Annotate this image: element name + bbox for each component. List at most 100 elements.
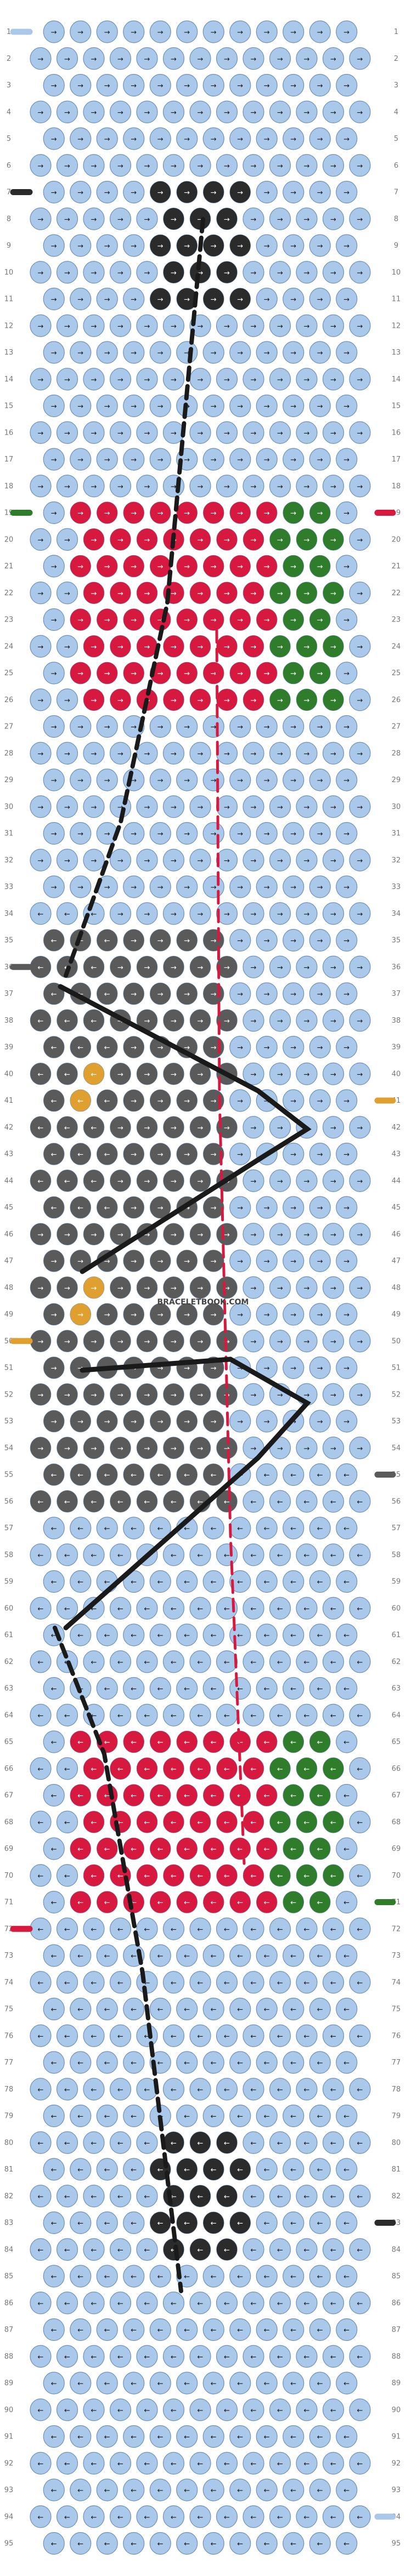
knot-arrow: → [64,376,70,384]
knot-arrow: ← [330,2514,336,2522]
house-outline [58,984,312,1274]
knot-arrow: → [157,563,163,571]
knot: → [269,100,291,123]
knot: → [229,1196,251,1219]
row-number-left: 48 [4,1284,14,1292]
knot-arrow: → [104,777,110,785]
knot: → [229,875,251,898]
knot-arrow: ← [184,1685,190,1694]
knot: → [269,47,291,70]
knot-arrow: → [144,1391,150,1399]
knot: → [176,20,198,43]
knot: → [149,1196,171,1219]
knot-arrow: → [198,55,204,64]
knot-arrow: ← [38,2139,44,2147]
knot-arrow: → [38,1391,44,1399]
knot-arrow: ← [64,910,70,919]
knot: → [57,1276,78,1299]
knot-arrow: ← [144,1925,150,1934]
knot: → [43,608,65,631]
knot-arrow: → [51,403,57,411]
knot-arrow: → [264,1311,270,1319]
knot: ← [322,1543,345,1566]
knot: → [136,848,158,871]
knot: ← [349,2078,371,2101]
knot: ← [336,1783,358,1807]
knot: ← [109,1650,132,1673]
knot-arrow: ← [198,1605,204,1613]
knot: → [229,20,251,43]
knot: ← [349,1597,371,1620]
knot-arrow: ← [91,1712,97,1720]
knot-arrow: ← [357,1498,363,1506]
knot-arrow: → [77,830,83,839]
knot: → [163,955,184,978]
knot: ← [123,1517,145,1540]
knot: → [43,1250,65,1272]
knot-arrow: ← [237,2166,243,2174]
knot: ← [109,2185,132,2208]
knot: ← [309,2104,331,2128]
knot-arrow: → [144,1124,150,1132]
knot: ← [96,1891,118,1913]
knot: ← [96,1944,118,1967]
knot-arrow: → [237,82,243,90]
knot: ← [243,1917,264,1940]
knot: → [30,421,52,444]
knot-arrow: → [224,215,230,224]
knot-arrow: → [38,1284,44,1292]
knot-arrow: ← [357,1765,363,1774]
knot-arrow: → [171,697,177,705]
knot: ← [149,2532,171,2555]
knot: ← [149,1837,171,1860]
knot: → [322,47,345,70]
knot-arrow: → [184,1258,190,1266]
knot: → [83,314,105,337]
knot: ← [229,1891,251,1913]
knot: → [243,314,264,337]
knot: → [43,20,65,43]
knot: ← [243,1650,264,1673]
knot: → [189,1062,211,1085]
knot-arrow: ← [171,1659,177,1667]
knot-arrow: → [290,1097,296,1105]
knot-arrow: ← [277,2407,283,2415]
knot: → [83,475,105,498]
knot-arrow: ← [38,1979,44,1987]
row-number-right: 38 [392,1017,401,1025]
knot: → [296,795,318,818]
knot-arrow: ← [224,2086,230,2094]
knot-arrow: → [91,269,97,277]
knot: → [322,902,345,925]
knot: → [296,314,318,337]
knot: ← [30,1062,52,1085]
knot-arrow: ← [357,1605,363,1613]
knot-arrow: ← [117,1819,123,1827]
knot: → [149,1303,171,1326]
knot-arrow: ← [224,2514,230,2522]
knot: ← [256,1837,278,1860]
knot-arrow: ← [131,2380,137,2388]
knot-arrow: ← [264,2113,270,2121]
knot: ← [269,1810,291,1833]
knot: → [123,822,145,845]
row-number-right: 24 [392,642,401,651]
knot: ← [30,1490,52,1513]
knot: ← [229,2532,251,2555]
knot-arrow: → [171,1177,177,1186]
knot: → [56,848,78,871]
knot: → [109,314,132,337]
knot: → [70,501,92,524]
knot-arrow: → [171,750,177,758]
knot: ← [322,2078,345,2101]
knot-arrow: → [237,617,243,625]
knot-arrow: → [117,1338,123,1346]
knot: → [30,848,52,871]
knot-arrow: → [64,322,70,330]
knot: → [176,715,198,738]
knot-arrow: ← [211,2433,217,2442]
knot: ← [123,2478,145,2501]
knot-arrow: → [357,590,363,598]
knot: → [269,1276,291,1299]
knot-arrow: ← [251,2193,257,2201]
